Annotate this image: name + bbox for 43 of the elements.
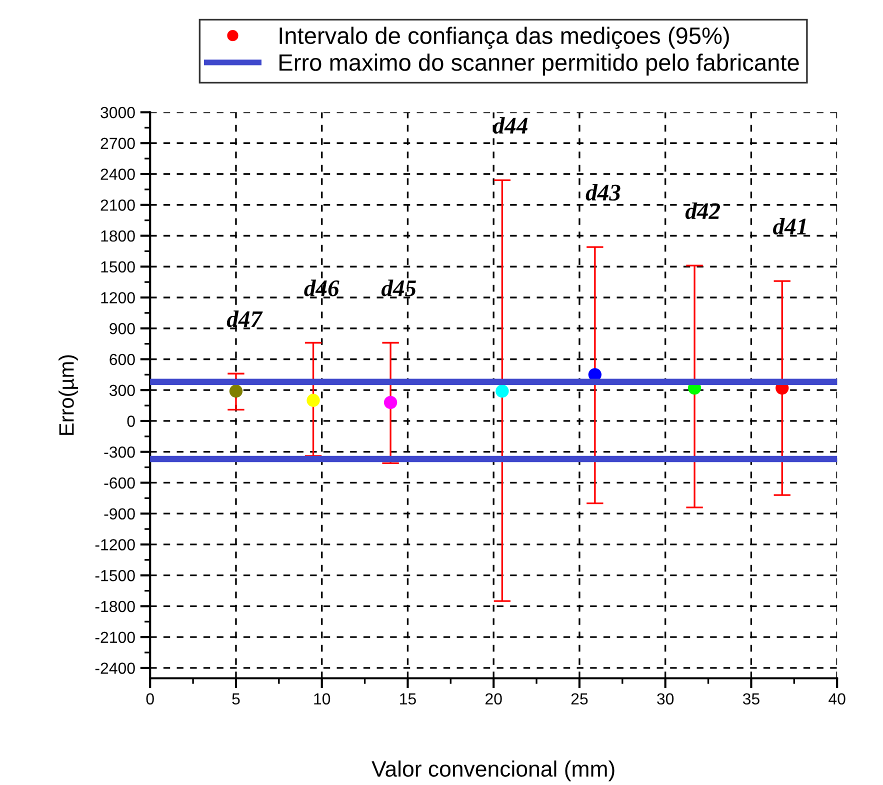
y-tick-label: -900	[104, 508, 135, 520]
y-tick-label: 900	[110, 322, 135, 334]
x-tick-label: 35	[742, 693, 760, 705]
annotation: d41	[773, 218, 806, 235]
annotation: d44	[493, 117, 528, 134]
legend-label: Erro maximo do scanner permitido pelo fabricante	[280, 54, 799, 76]
x-tick-label: 40	[828, 693, 846, 705]
y-tick-label: 2700	[100, 138, 135, 150]
legend-label: Intervalo de confiança das mediçoes (95%)	[280, 26, 729, 49]
x-tick-label: 0	[146, 693, 154, 705]
x-tick-label: 15	[400, 693, 416, 705]
y-tick-label: 1500	[101, 261, 135, 273]
y-tick-label: 1800	[101, 230, 135, 242]
annotation: d43	[586, 184, 620, 201]
point	[384, 396, 398, 410]
y-tick-label: 2400	[100, 168, 135, 180]
annotation: d46	[304, 280, 340, 296]
point	[229, 384, 243, 398]
x-tick-label: 10	[314, 693, 330, 705]
y-tick-label: -2400	[95, 662, 135, 674]
annotation: d45	[381, 280, 416, 296]
x-axis-title: Valor convencional (mm)	[372, 760, 614, 782]
annotation: d47	[226, 310, 263, 328]
y-axis-title: Erro(µm)	[58, 355, 78, 435]
x-tick-label: 20	[486, 693, 502, 705]
x-tick-label: 30	[657, 693, 674, 705]
y-tick-label: -2100	[95, 632, 135, 644]
x-tick-label: 5	[232, 693, 240, 705]
x-tick-label: 25	[571, 693, 588, 705]
point	[496, 384, 509, 398]
y-tick-label: -300	[104, 446, 135, 458]
y-tick-label: 600	[110, 354, 135, 366]
point	[306, 394, 320, 407]
y-tick-label: 3000	[100, 106, 135, 118]
annotation: d42	[685, 202, 720, 220]
y-tick-label: -600	[104, 477, 135, 489]
y-tick-label: -1500	[95, 570, 135, 582]
y-tick-label: 2100	[100, 200, 135, 211]
y-tick-label: 300	[109, 384, 135, 396]
y-tick-label: -1200	[95, 539, 135, 550]
y-tick-label: 0	[127, 416, 135, 427]
y-tick-label: 1200	[101, 292, 135, 304]
y-tick-label: -1800	[95, 600, 135, 612]
